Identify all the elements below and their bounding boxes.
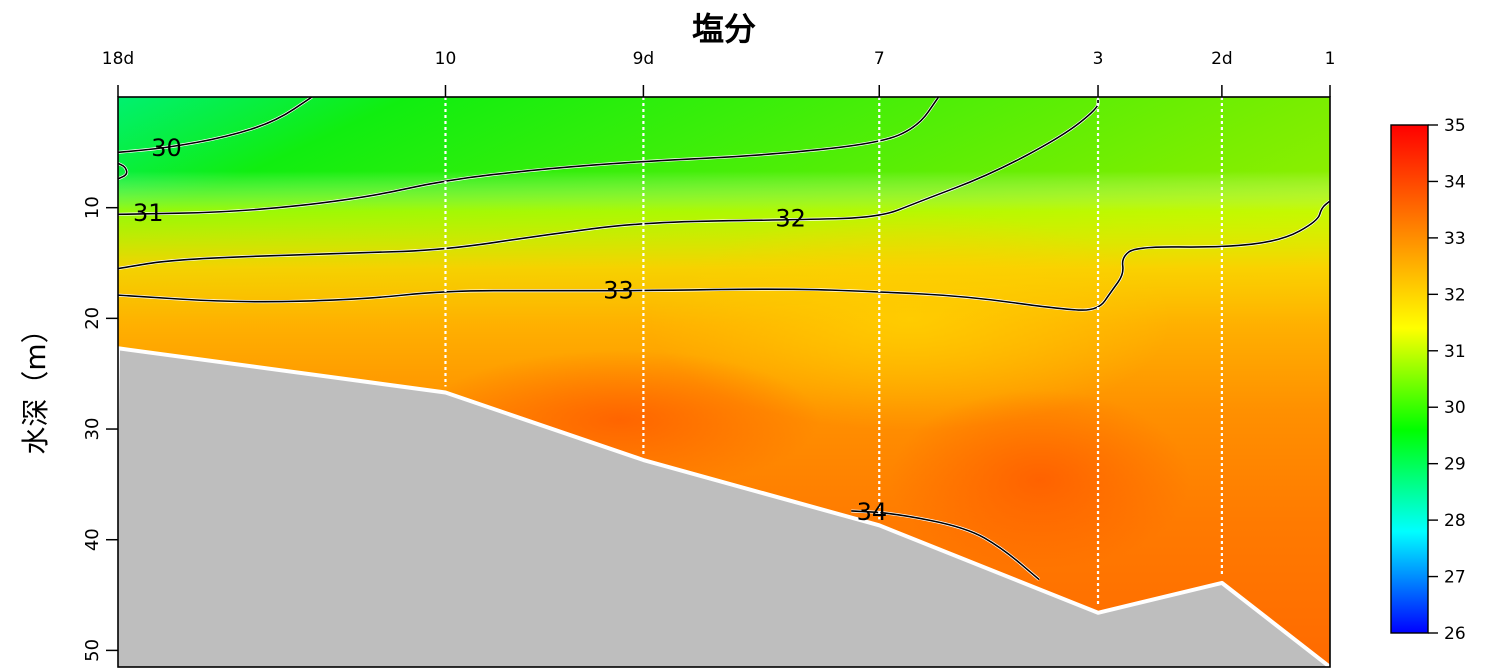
station-label: 18d [102,49,134,69]
colorbar-tick-label: 29 [1444,455,1466,475]
colorbar-tick-label: 27 [1444,568,1466,588]
contour-line-32 [118,99,1099,270]
colorbar-tick-label: 35 [1444,116,1466,136]
contour-label: 32 [775,205,806,233]
y-axis-label: 水深（m） [19,315,52,454]
colorbar-tick-label: 28 [1444,511,1466,531]
contour-line-34 [851,510,1040,581]
colorbar-tick-label: 34 [1444,172,1466,192]
contour-line-33 [118,200,1330,311]
station-label: 3 [1093,49,1104,69]
depth-tick-label: 20 [82,307,103,330]
station-label: 2d [1211,49,1233,69]
colorbar-tick-label: 31 [1444,342,1466,362]
salinity-mid-band [650,210,1170,430]
colorbar: 26 27 28 29 30 31 32 33 34 35 [1390,116,1466,644]
station-axis: 18d 10 9d 7 3 2d 1 [102,49,1336,97]
colorbar-scale [1390,124,1429,634]
colorbar-tick-label: 32 [1444,285,1466,305]
contour-line-31 [118,97,940,216]
station-lines [444,97,1223,607]
chart-title: 塩分 [692,10,756,48]
colorbar-ticks: 26 27 28 29 30 31 32 33 34 35 [1428,116,1466,644]
contour-line-30 [118,97,313,154]
contour-label: 30 [151,134,182,162]
colorbar-tick-label: 33 [1444,229,1466,249]
depth-tick-label: 30 [82,418,103,441]
colorbar-tick-label: 30 [1444,398,1466,418]
depth-tick-label: 10 [82,196,103,219]
contour-lines [118,97,1330,581]
salinity-deep-core-east [890,390,1190,570]
station-label: 9d [633,49,655,69]
depth-axis: 10 20 30 40 50 [82,196,118,662]
station-label: 7 [874,49,885,69]
contour-label: 34 [857,498,888,526]
contour-label: 33 [603,277,634,305]
contour-line-30 [118,162,128,180]
plot-frame [117,96,1331,668]
seabed [118,346,1330,667]
station-label: 10 [435,49,457,69]
depth-tick-label: 50 [82,639,103,662]
colorbar-tick-label: 26 [1444,624,1466,644]
station-label: 1 [1325,49,1336,69]
contour-label: 31 [133,199,164,227]
depth-tick-label: 40 [82,528,103,551]
contour-labels: 30 31 32 33 34 [133,134,888,526]
